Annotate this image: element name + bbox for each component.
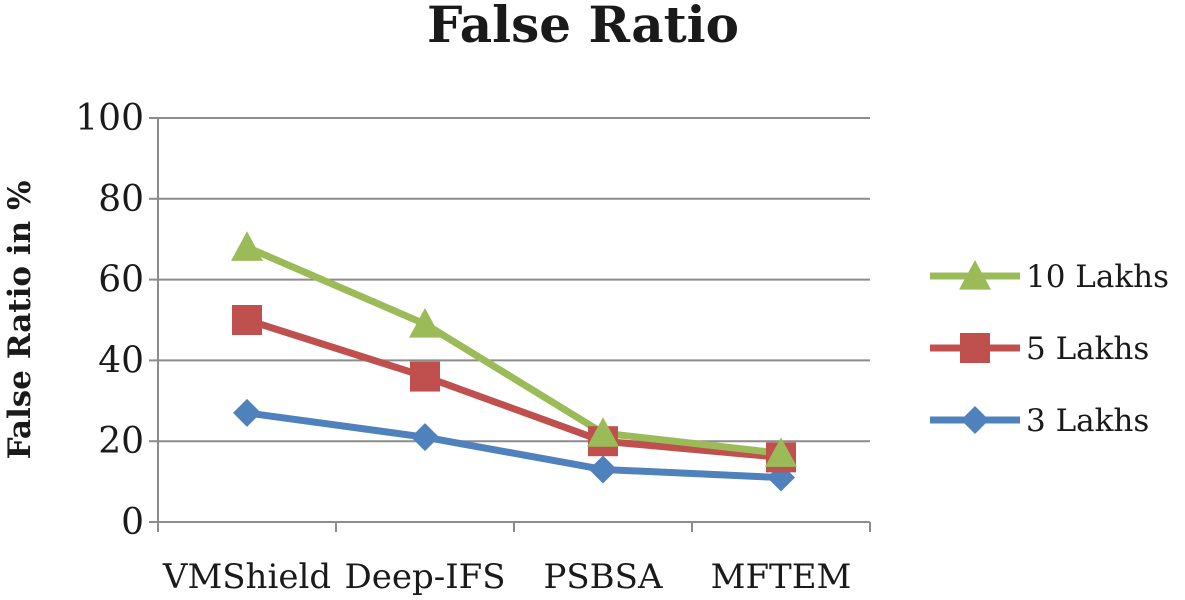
legend-label: 10 Lakhs xyxy=(1026,259,1169,295)
series-lines xyxy=(231,231,797,492)
data-point xyxy=(233,398,261,427)
series-line-1 xyxy=(243,316,785,461)
y-tick-label: 20 xyxy=(98,421,144,462)
y-tick-label: 80 xyxy=(98,179,144,220)
data-point xyxy=(411,423,439,452)
legend-marker xyxy=(960,333,990,363)
data-point xyxy=(409,308,441,338)
data-point xyxy=(410,361,440,392)
x-tick-label: Deep-IFS xyxy=(344,557,505,597)
data-point xyxy=(231,231,263,261)
y-tick-label: 100 xyxy=(75,98,144,139)
series-line-2 xyxy=(243,409,785,482)
chart-title: False Ratio xyxy=(427,0,739,54)
x-tick-label: VMShield xyxy=(162,557,331,597)
legend-label: 5 Lakhs xyxy=(1026,331,1149,367)
axes: 0 20 40 60 80 100 VMShield Deep-IFS PSBSA MFTEM xyxy=(75,98,871,597)
gridlines xyxy=(158,117,870,443)
data-point xyxy=(587,417,619,447)
legend-label: 3 Lakhs xyxy=(1026,403,1149,439)
legend-marker xyxy=(961,406,989,434)
y-tick-label: 0 xyxy=(121,502,144,543)
legend: 10 Lakhs 5 Lakhs 3 Lakhs xyxy=(930,259,1169,439)
series-line-0 xyxy=(243,243,785,457)
data-point xyxy=(232,305,262,335)
y-tick-label: 40 xyxy=(98,340,144,381)
data-point xyxy=(765,437,797,467)
y-axis-label: False Ratio in % xyxy=(2,181,38,460)
y-tick-label: 60 xyxy=(98,260,144,301)
x-tick-label: MFTEM xyxy=(711,557,852,597)
data-point xyxy=(589,455,617,484)
x-tick-label: PSBSA xyxy=(544,557,663,597)
legend-marker xyxy=(959,260,991,290)
